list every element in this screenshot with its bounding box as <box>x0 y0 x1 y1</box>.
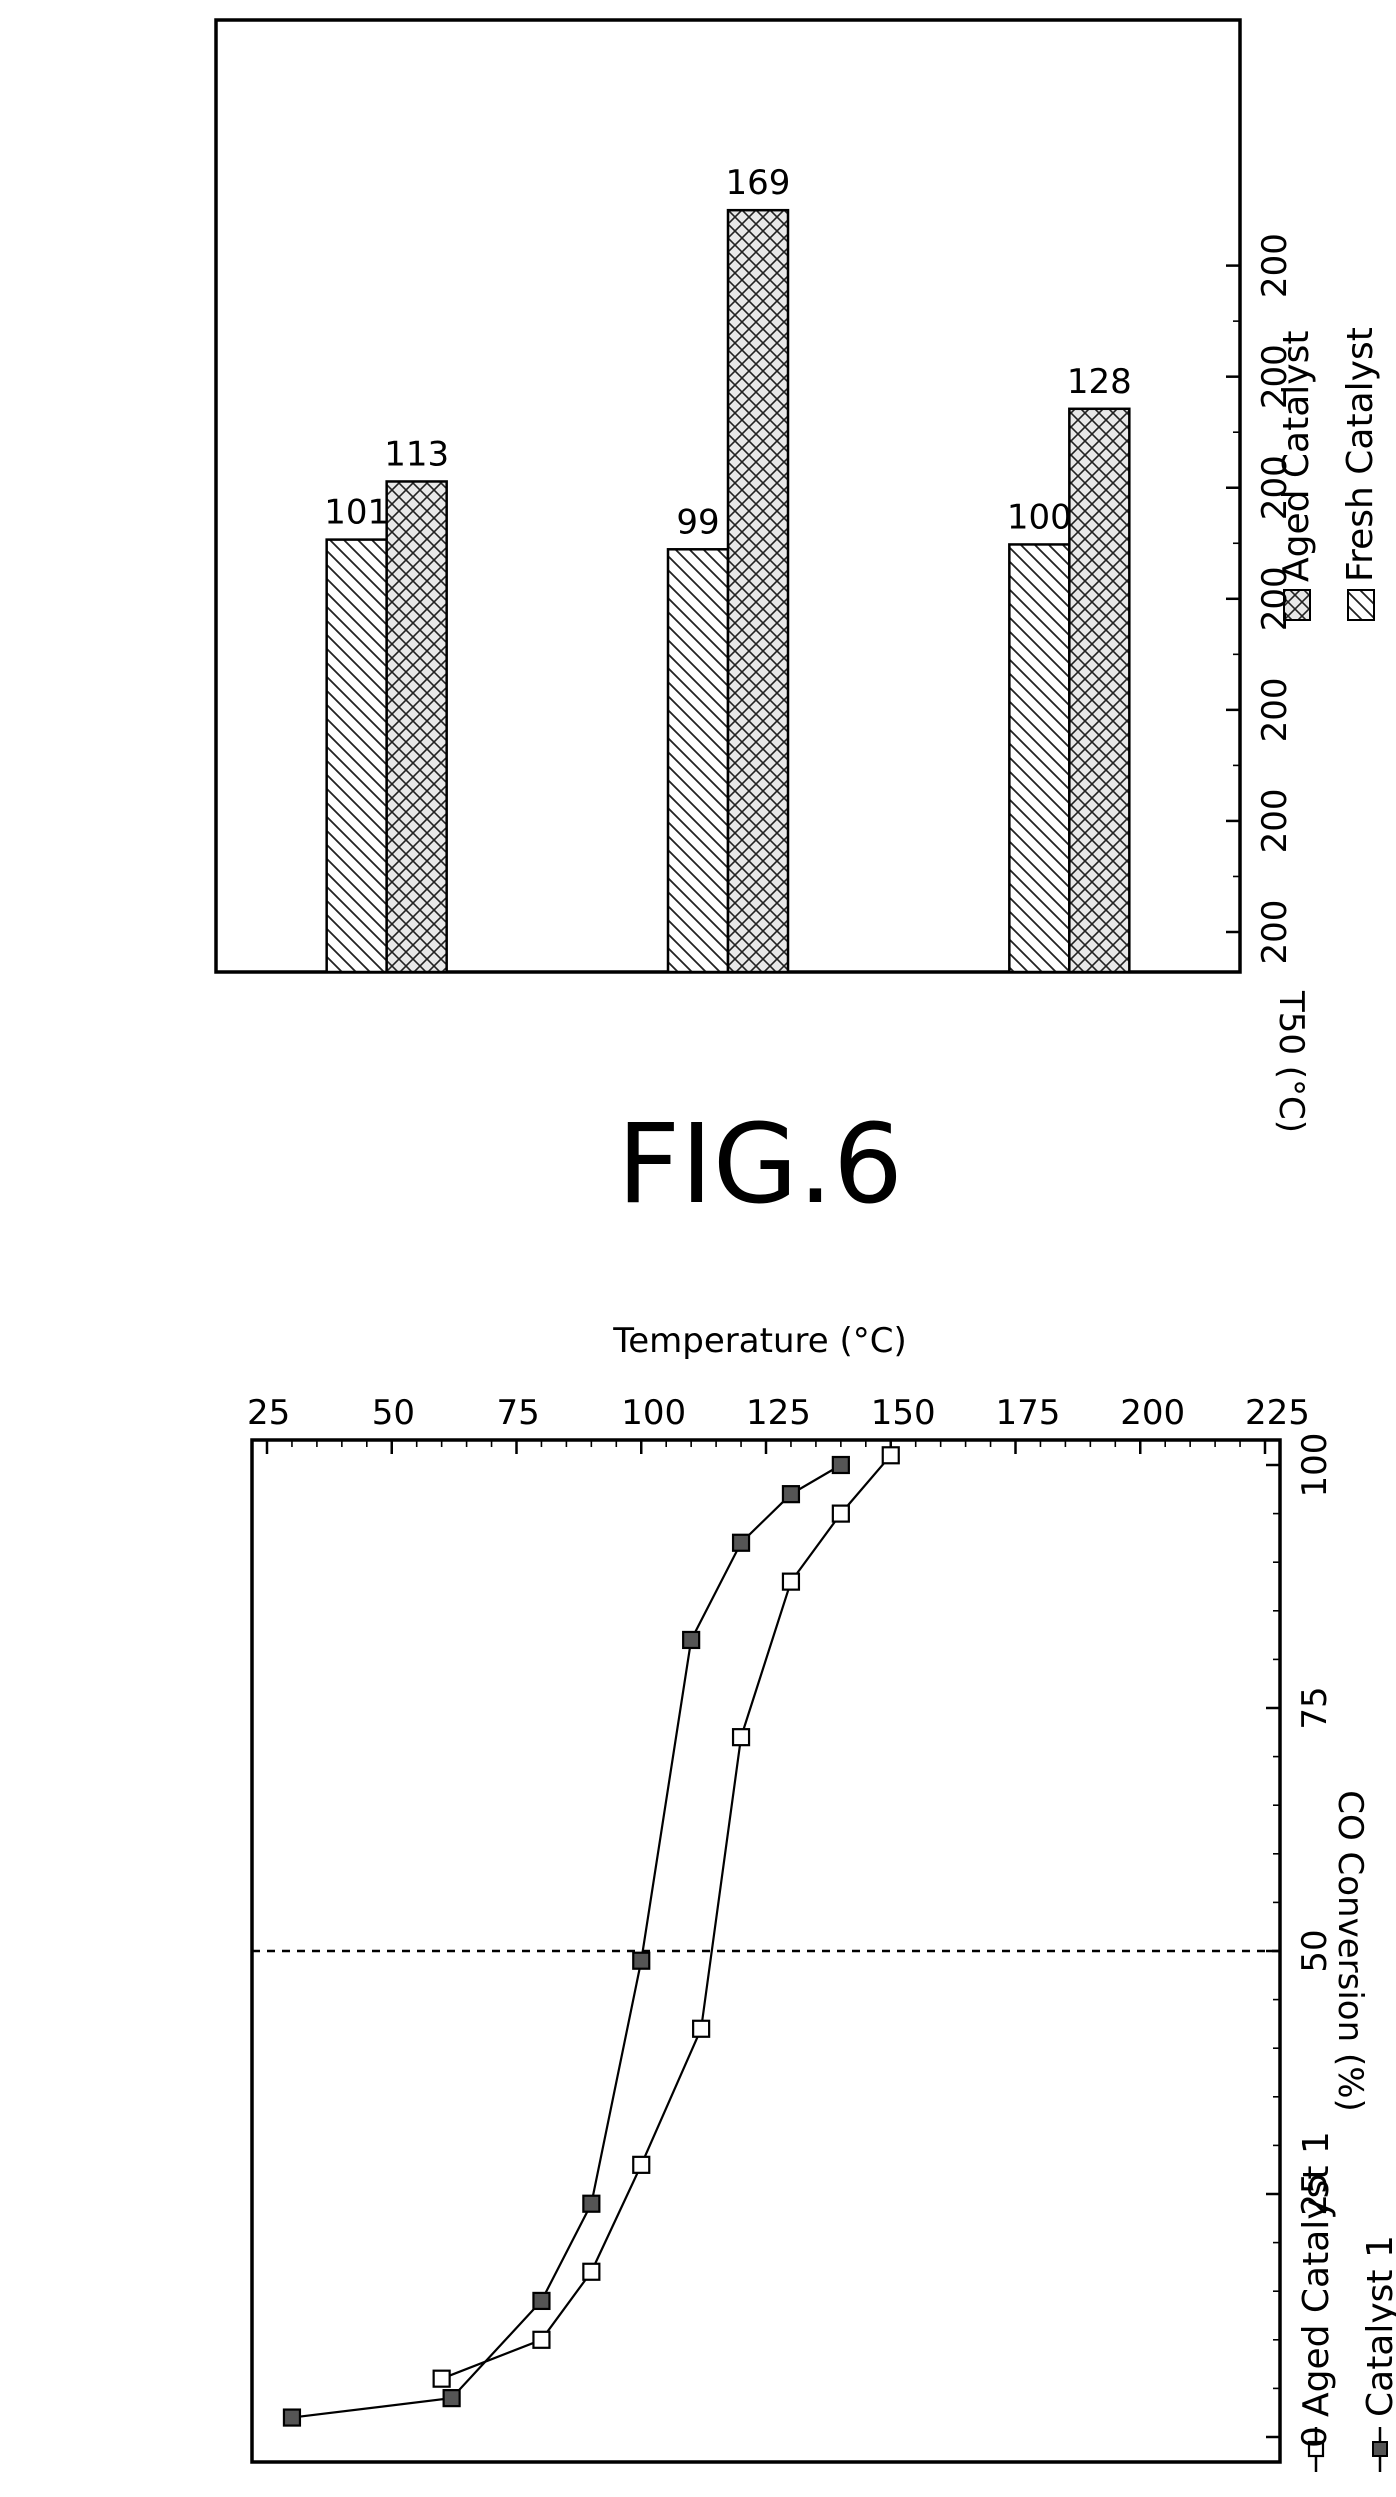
x-tick-label: 225 <box>1245 1393 1310 1433</box>
bar-value-label: 100 <box>1007 497 1072 537</box>
data-point-catalyst-1 <box>582 2194 601 2213</box>
y-tick-label: 200 <box>1255 344 1295 409</box>
series-line-catalyst-1 <box>291 1464 842 2419</box>
bar-value-label: 113 <box>384 434 449 474</box>
data-point-aged-catalyst-1 <box>532 2330 551 2349</box>
x-tick-label: 150 <box>871 1393 936 1433</box>
bar-aged-catalyst <box>726 208 790 974</box>
y-tick-label: 200 <box>1255 677 1295 742</box>
data-point-aged-catalyst-1 <box>582 2262 601 2281</box>
x-tick-label: 175 <box>996 1393 1061 1433</box>
data-point-aged-catalyst-1 <box>831 1504 850 1523</box>
x-tick-label: 50 <box>372 1393 415 1433</box>
data-point-aged-catalyst-1 <box>731 1728 751 1747</box>
legend-label: Fresh Catalyst <box>1340 327 1381 582</box>
legend-item-fresh-catalyst: Fresh Catalyst <box>1340 327 1381 621</box>
bar-value-label: 169 <box>726 163 791 203</box>
series-line-aged-catalyst-1 <box>441 1454 892 2380</box>
fig7-legend: Fresh Catalyst Aged Catalyst <box>1276 327 1381 621</box>
rotated-content: Catalyst 1 Aged Catalyst 1 0 25 50 75 100 25… <box>214 18 1396 2472</box>
figure-caption: FIG.6 <box>617 1100 903 1228</box>
data-point-catalyst-1 <box>532 2291 551 2311</box>
fig7-bar-chart: Fresh Catalyst Aged Catalyst 20020020020… <box>214 18 1381 1133</box>
data-point-catalyst-1 <box>682 1630 701 1650</box>
y-tick-label: 200 <box>1255 455 1295 520</box>
x-tick-label: 25 <box>247 1393 290 1433</box>
y-axis-ticks: 200 200 200 200 200 200 200 <box>1226 233 1295 964</box>
y-axis-label: T50 (°C) <box>1271 990 1311 1133</box>
legend-label: Aged Catalyst 1 <box>1296 2131 1337 2417</box>
legend-label: Catalyst 1 <box>1360 2235 1396 2417</box>
y-tick-label: 25 <box>1295 2172 1335 2215</box>
legend-label: Aged Catalyst <box>1276 331 1317 582</box>
legend-item-catalyst-1: Catalyst 1 <box>1360 2235 1396 2472</box>
fig6-line-chart: Catalyst 1 Aged Catalyst 1 0 25 50 75 100 25… <box>247 1100 1396 2472</box>
fig6-legend: Catalyst 1 Aged Catalyst 1 <box>1296 2131 1396 2472</box>
y-tick-label: 200 <box>1255 566 1295 631</box>
bar-fresh-catalyst <box>666 548 730 974</box>
data-point-catalyst-1 <box>831 1455 850 1475</box>
x-tick-label: 75 <box>497 1393 540 1433</box>
data-point-catalyst-1 <box>632 1951 651 1970</box>
y-tick-label: 200 <box>1255 788 1295 853</box>
y-tick-label: 75 <box>1295 1686 1335 1729</box>
x-tick-label: 200 <box>1120 1393 1185 1433</box>
x-axis-ticks: 25 50 75 100 125 150 175 200 225 <box>247 1393 1310 1454</box>
bar-fresh-catalyst <box>1008 543 1071 974</box>
bar-fresh-catalyst <box>325 538 388 974</box>
data-point-catalyst-1 <box>282 2408 302 2427</box>
data-point-aged-catalyst-1 <box>781 1572 801 1591</box>
y-tick-label: 100 <box>1295 1433 1335 1498</box>
legend-item-aged-catalyst: Aged Catalyst <box>1276 331 1317 621</box>
data-point-aged-catalyst-1 <box>881 1446 900 1465</box>
data-point-aged-catalyst-1 <box>432 2369 451 2388</box>
x-tick-label: 125 <box>746 1393 811 1433</box>
data-point-catalyst-1 <box>442 2389 461 2408</box>
bar-value-label: 99 <box>676 502 719 542</box>
y-tick-label: 50 <box>1295 1929 1335 1972</box>
bar-value-label: 128 <box>1067 362 1132 402</box>
bar-aged-catalyst <box>385 480 448 974</box>
y-tick-label: 0 <box>1295 2426 1335 2448</box>
data-series <box>282 1446 900 2427</box>
y-tick-label: 200 <box>1255 900 1295 965</box>
bar-value-label: 101 <box>324 493 389 533</box>
y-axis-label: CO Conversion (%) <box>1330 1790 1370 2112</box>
bar-aged-catalyst <box>1068 407 1131 974</box>
bars: 101 113 99 169 100 128 <box>324 163 1132 974</box>
legend-item-aged-catalyst-1: Aged Catalyst 1 <box>1296 2131 1337 2472</box>
x-axis-label: Temperature (°C) <box>612 1321 906 1361</box>
y-axis-ticks: 0 25 50 75 100 <box>1266 1433 1335 2448</box>
y-tick-label: 200 <box>1255 233 1295 298</box>
data-point-aged-catalyst-1 <box>632 2155 651 2174</box>
data-point-aged-catalyst-1 <box>692 2019 711 2038</box>
x-tick-label: 100 <box>621 1393 686 1433</box>
data-point-catalyst-1 <box>731 1533 751 1552</box>
data-point-catalyst-1 <box>781 1485 801 1504</box>
